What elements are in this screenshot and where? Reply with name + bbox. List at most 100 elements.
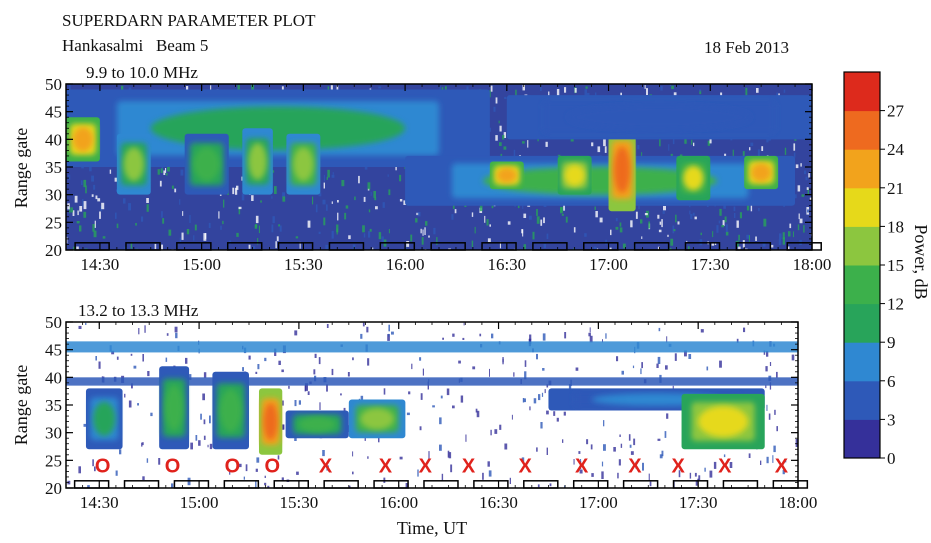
noise-pixel bbox=[795, 439, 798, 447]
frequency-label-top: 9.9 to 10.0 MHz bbox=[86, 63, 198, 82]
noise-pixel bbox=[428, 451, 430, 460]
noise-pixel bbox=[369, 228, 372, 232]
noise-pixel bbox=[463, 322, 465, 326]
noise-pixel bbox=[442, 337, 444, 340]
noise-pixel bbox=[475, 408, 478, 413]
noise-pixel bbox=[121, 85, 124, 94]
noise-pixel bbox=[564, 332, 567, 339]
scan-marker bbox=[173, 480, 210, 489]
noise-pixel bbox=[574, 88, 577, 93]
noise-pixel bbox=[541, 392, 544, 397]
noise-pixel bbox=[641, 236, 643, 239]
echo-blob bbox=[184, 133, 229, 195]
echo-blob bbox=[242, 128, 273, 195]
scan-marker bbox=[722, 480, 759, 489]
echo-blob-core bbox=[683, 165, 704, 191]
noise-pixel bbox=[146, 204, 149, 212]
noise-pixel bbox=[615, 226, 619, 230]
noise-pixel bbox=[337, 212, 339, 221]
echo-blob-core bbox=[248, 142, 267, 181]
noise-pixel bbox=[542, 368, 545, 371]
noise-pixel bbox=[460, 395, 464, 403]
noise-pixel bbox=[688, 354, 692, 359]
echo-blob-core bbox=[293, 147, 314, 182]
noise-pixel bbox=[609, 247, 612, 250]
noise-pixel bbox=[248, 244, 251, 249]
noise-pixel bbox=[362, 322, 365, 327]
noise-pixel bbox=[116, 356, 119, 360]
noise-pixel bbox=[484, 215, 486, 223]
noise-pixel bbox=[452, 333, 455, 337]
plot-date: 18 Feb 2013 bbox=[704, 38, 789, 57]
noise-pixel bbox=[271, 196, 273, 199]
noise-pixel bbox=[77, 210, 79, 216]
noise-pixel bbox=[275, 241, 277, 249]
noise-pixel bbox=[487, 238, 491, 243]
scan-marker bbox=[125, 242, 161, 251]
noise-pixel bbox=[658, 229, 662, 233]
noise-pixel bbox=[601, 461, 604, 467]
noise-pixel bbox=[504, 96, 507, 99]
noise-pixel bbox=[756, 88, 759, 93]
noise-pixel bbox=[388, 333, 390, 337]
noise-pixel bbox=[657, 214, 660, 219]
y-tick-label: 30 bbox=[45, 424, 62, 443]
noise-pixel bbox=[326, 204, 328, 211]
noise-pixel bbox=[799, 218, 803, 224]
noise-pixel bbox=[368, 231, 371, 238]
noise-pixel bbox=[76, 246, 79, 250]
noise-pixel bbox=[528, 215, 532, 220]
x-tick-label: 15:30 bbox=[280, 493, 319, 512]
colorbar-swatch bbox=[844, 187, 880, 227]
noise-pixel bbox=[561, 213, 564, 216]
echo-blob bbox=[159, 366, 190, 450]
noise-pixel bbox=[432, 405, 435, 408]
noise-pixel bbox=[67, 203, 70, 210]
noise-pixel bbox=[573, 227, 576, 233]
noise-pixel bbox=[504, 443, 508, 450]
noise-pixel bbox=[768, 413, 771, 420]
noise-pixel bbox=[218, 211, 220, 219]
noise-pixel bbox=[671, 85, 674, 90]
noise-pixel bbox=[734, 213, 736, 218]
noise-pixel bbox=[200, 413, 202, 420]
noise-pixel bbox=[441, 87, 444, 91]
noise-pixel bbox=[795, 194, 797, 199]
noise-pixel bbox=[367, 182, 371, 190]
noise-pixel bbox=[602, 339, 603, 343]
noise-pixel bbox=[735, 240, 739, 247]
noise-pixel bbox=[678, 470, 681, 478]
noise-pixel bbox=[523, 398, 526, 403]
noise-pixel bbox=[800, 163, 802, 167]
mode-label: X bbox=[319, 456, 333, 478]
noise-pixel bbox=[748, 235, 750, 242]
noise-pixel bbox=[629, 444, 632, 448]
noise-pixel bbox=[523, 244, 526, 250]
noise-pixel bbox=[416, 212, 420, 216]
scan-marker bbox=[74, 242, 110, 251]
noise-pixel bbox=[664, 431, 667, 438]
noise-pixel bbox=[419, 426, 422, 431]
noise-pixel bbox=[562, 439, 564, 443]
noise-pixel bbox=[691, 139, 693, 145]
noise-pixel bbox=[203, 435, 206, 440]
noise-pixel bbox=[251, 195, 254, 201]
noise-pixel bbox=[640, 368, 642, 375]
noise-pixel bbox=[524, 360, 527, 367]
noise-pixel bbox=[690, 214, 693, 220]
noise-pixel bbox=[150, 412, 153, 417]
noise-pixel bbox=[502, 358, 504, 365]
scan-marker bbox=[684, 242, 721, 251]
noise-pixel bbox=[773, 445, 776, 453]
noise-pixel bbox=[656, 363, 659, 368]
noise-pixel bbox=[749, 147, 751, 151]
noise-pixel bbox=[546, 233, 549, 239]
noise-pixel bbox=[471, 240, 474, 247]
noise-pixel bbox=[68, 174, 71, 180]
noise-pixel bbox=[604, 146, 607, 153]
noise-pixel bbox=[330, 85, 333, 92]
noise-pixel bbox=[274, 186, 277, 194]
noise-pixel bbox=[638, 202, 640, 209]
mode-label: O bbox=[165, 456, 181, 478]
noise-pixel bbox=[161, 211, 163, 218]
